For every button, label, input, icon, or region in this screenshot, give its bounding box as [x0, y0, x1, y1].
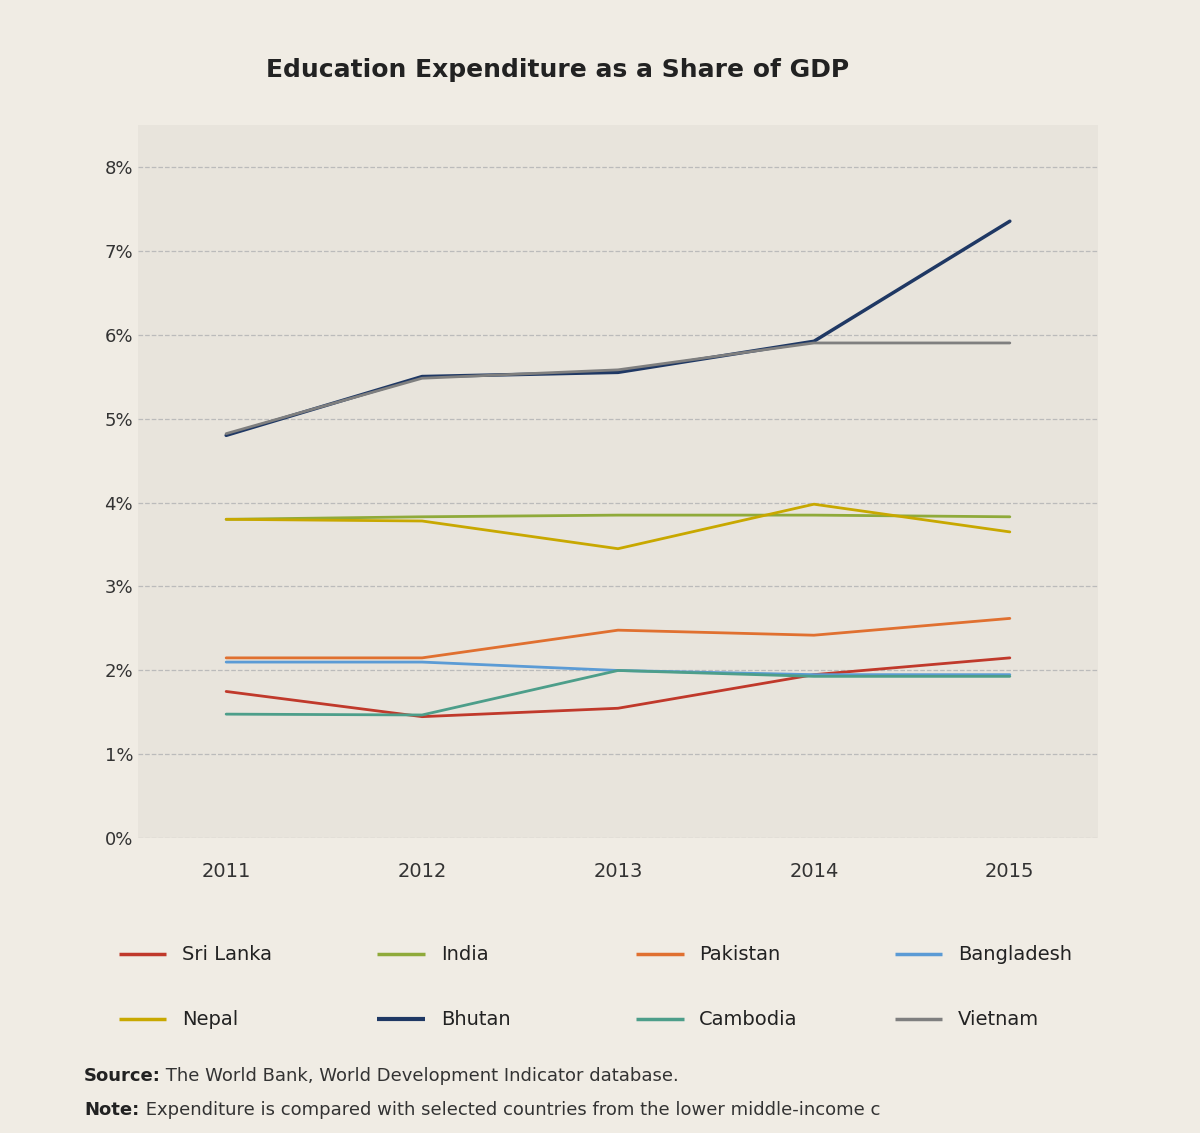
Text: Education Expenditure as a Share of GDP: Education Expenditure as a Share of GDP — [266, 58, 850, 83]
Text: 2013: 2013 — [593, 861, 643, 880]
Text: Note:: Note: — [84, 1101, 139, 1119]
Text: Cambodia: Cambodia — [700, 1010, 798, 1029]
Text: Vietnam: Vietnam — [958, 1010, 1039, 1029]
Text: 2012: 2012 — [397, 861, 446, 880]
Text: Bangladesh: Bangladesh — [958, 945, 1072, 964]
Text: The World Bank, World Development Indicator database.: The World Bank, World Development Indica… — [160, 1067, 678, 1085]
Text: 2011: 2011 — [202, 861, 251, 880]
Text: Bhutan: Bhutan — [440, 1010, 510, 1029]
Text: Sri Lanka: Sri Lanka — [182, 945, 272, 964]
Text: Pakistan: Pakistan — [700, 945, 781, 964]
Text: Expenditure is compared with selected countries from the lower middle-income c: Expenditure is compared with selected co… — [140, 1101, 881, 1119]
Text: India: India — [440, 945, 488, 964]
Text: Source:: Source: — [84, 1067, 161, 1085]
Text: Nepal: Nepal — [182, 1010, 238, 1029]
Text: 2015: 2015 — [985, 861, 1034, 880]
Text: 2014: 2014 — [790, 861, 839, 880]
